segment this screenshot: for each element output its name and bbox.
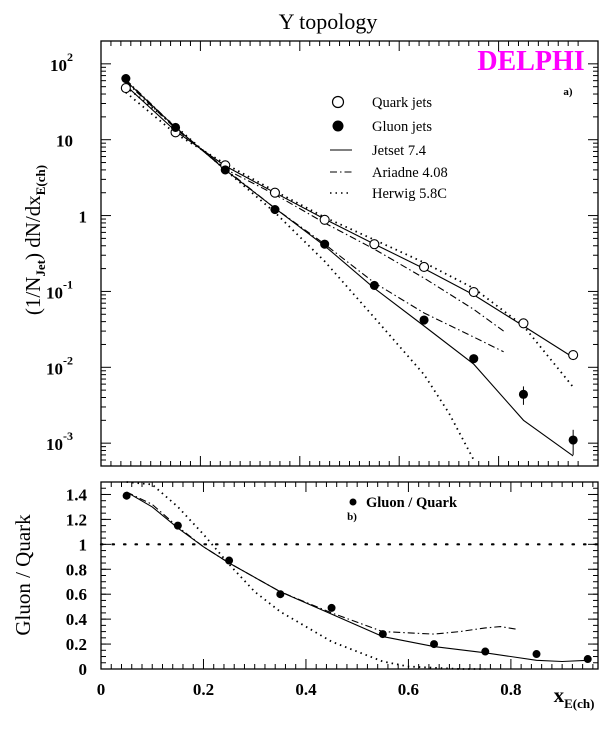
gluon-data-point	[220, 165, 230, 175]
gluon-data-point	[469, 354, 479, 364]
ratio-data-point	[481, 647, 490, 656]
bottom-data-points	[122, 491, 592, 664]
ratio-curve-dashdot	[126, 491, 517, 635]
ratio-data-point	[225, 556, 234, 565]
gluon-data-point	[518, 389, 529, 399]
ratio-data-point	[122, 491, 131, 500]
ratio-data-point	[583, 655, 592, 664]
top-y-tick-label: 1	[79, 208, 88, 227]
top-data-points	[120, 73, 579, 455]
legend-marker-ratio	[349, 498, 357, 506]
ratio-data-point	[378, 630, 387, 639]
legend-label-ariadne: Ariadne 4.08	[372, 165, 448, 181]
quark-data-point	[269, 187, 281, 198]
ratio-data-point	[532, 650, 541, 659]
top-y-tick-label: 10-2	[46, 353, 73, 378]
svg-text:Gluon / Quark: Gluon / Quark	[11, 514, 35, 636]
quark-data-point	[369, 239, 380, 250]
bottom-y-tick-label: 0.4	[66, 610, 88, 629]
quark-data-point	[568, 350, 579, 361]
ratio-data-point	[327, 603, 336, 612]
top-y-tick-label: 10	[56, 132, 73, 151]
bottom-x-tick-label: 0.4	[295, 680, 317, 699]
ratio-data-point	[430, 640, 439, 649]
curve-jetset-7-4	[125, 80, 574, 457]
top-y-tick-label: 102	[50, 50, 73, 75]
legend-marker-gluon	[332, 120, 344, 132]
legend-label-jetset: Jetset 7.4	[372, 143, 427, 159]
legend-label-ratio: Gluon / Quark	[366, 495, 458, 511]
top-y-axis-label: (1/NJet) dN/dxE(ch)	[21, 165, 48, 315]
bottom-model-curves	[126, 481, 588, 670]
gluon-data-point	[171, 122, 181, 133]
bottom-y-tick-label: 0	[79, 660, 88, 679]
legend-marker-quark	[331, 95, 345, 109]
top-model-curves	[125, 79, 574, 461]
bottom-y-tick-label: 1	[79, 535, 88, 554]
curve-herwig-5-8c	[125, 85, 475, 461]
bottom-y-tick-label: 0.6	[66, 585, 87, 604]
gluon-data-point	[320, 239, 330, 249]
bottom-y-axis-label: Gluon / Quark	[11, 514, 35, 636]
bottom-axis-ticks: 0 0.2 0.4 0.6 0.8 1 1.2 1.4 0 0.2 0.4 0.6 0.8	[66, 481, 600, 699]
bottom-y-tick-label: 0.2	[66, 635, 87, 654]
curve-herwig-5-8c	[125, 91, 574, 388]
bottom-x-tick-label: 0.2	[193, 680, 214, 699]
bottom-legend: Gluon / Quark	[349, 495, 458, 511]
panel-b-label: b)	[347, 511, 357, 523]
curve-jetset-7-4	[125, 84, 574, 358]
svg-text:(1/NJet) dN/dxE(ch): (1/NJet) dN/dxE(ch)	[21, 165, 48, 315]
x-axis-label: xE(ch)	[554, 683, 595, 711]
top-axis-ticks: 102 10 1 10-1 10-2 10-3	[46, 40, 598, 467]
ratio-data-point	[276, 590, 285, 599]
legend-label-gluon: Gluon jets	[372, 119, 432, 135]
top-y-tick-label: 10-3	[46, 429, 73, 454]
gluon-data-point	[419, 315, 429, 325]
delphi-logo: DELPHI	[477, 46, 584, 77]
gluon-data-point	[121, 73, 131, 84]
curve-ariadne-4-08	[125, 79, 504, 332]
quark-data-point	[319, 214, 330, 225]
quark-data-point	[468, 287, 479, 298]
bottom-y-tick-label: 0.8	[66, 560, 87, 579]
ratio-data-point	[173, 521, 182, 530]
quark-data-point	[120, 82, 131, 94]
ratio-curve-solid	[126, 491, 588, 663]
gluon-data-point	[568, 435, 578, 445]
bottom-x-tick-label: 0.8	[500, 680, 521, 699]
bottom-x-tick-label: 0.6	[398, 680, 419, 699]
bottom-x-tick-label: 0	[97, 680, 106, 699]
bottom-y-tick-label: 1.4	[66, 485, 88, 504]
gluon-data-point	[270, 205, 280, 215]
top-y-tick-label: 10-1	[46, 277, 73, 302]
gluon-data-point	[369, 280, 379, 290]
quark-data-point	[518, 318, 529, 329]
legend-label-herwig: Herwig 5.8C	[372, 186, 447, 202]
quark-data-point	[418, 261, 430, 273]
bottom-y-tick-label: 1.2	[66, 510, 87, 529]
top-legend: Quark jets Gluon jets Jetset 7.4 Ariadne…	[330, 95, 448, 202]
legend-label-quark: Quark jets	[372, 95, 432, 111]
panel-a-label: a)	[563, 86, 573, 98]
chart-title: Y topology	[279, 9, 378, 34]
